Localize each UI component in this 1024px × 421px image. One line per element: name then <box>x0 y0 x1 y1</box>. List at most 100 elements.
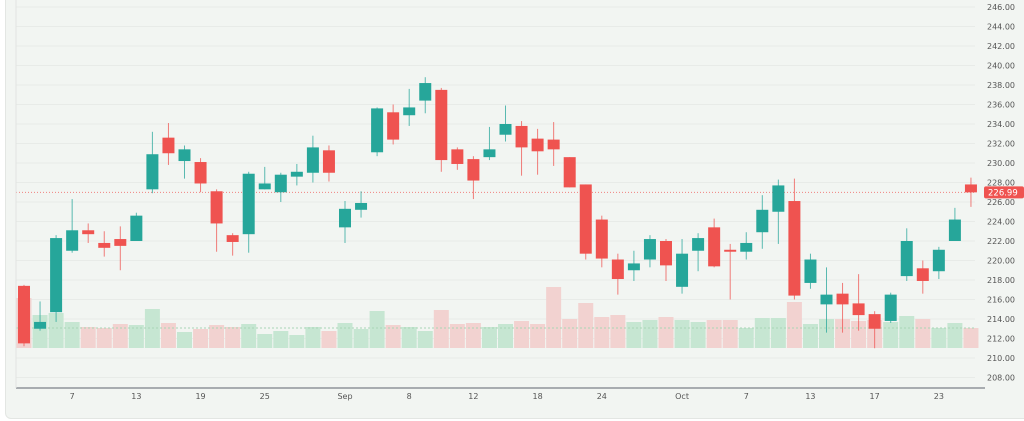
candle[interactable] <box>772 179 785 244</box>
candle-body <box>611 259 624 280</box>
y-axis: 208.00 210.00 212.00 214.00 216.00 218.00 220.… <box>987 3 1015 383</box>
candle[interactable] <box>66 199 79 253</box>
candle[interactable] <box>820 267 833 333</box>
candle[interactable] <box>900 228 913 281</box>
candle[interactable] <box>643 235 656 268</box>
candle-body <box>435 89 448 161</box>
candle[interactable] <box>242 171 255 253</box>
candle-body <box>290 171 303 177</box>
candle[interactable] <box>724 243 737 300</box>
candle[interactable] <box>547 122 560 166</box>
candle[interactable] <box>788 178 801 300</box>
candle[interactable] <box>708 218 721 268</box>
candle-body <box>499 124 512 135</box>
grid-lines <box>16 6 975 378</box>
candle[interactable] <box>756 195 769 249</box>
candle[interactable] <box>387 104 400 145</box>
candle[interactable] <box>804 253 817 289</box>
candle-body <box>852 303 865 316</box>
candle[interactable] <box>274 172 287 202</box>
y-tick-label: 216.00 <box>987 296 1015 305</box>
candle[interactable] <box>499 105 512 142</box>
candle[interactable] <box>178 145 191 179</box>
candle-body <box>178 149 191 162</box>
candle[interactable] <box>948 207 961 241</box>
volume-bar <box>819 319 834 348</box>
volume-bar <box>417 331 433 348</box>
candle[interactable] <box>627 250 640 281</box>
candle[interactable] <box>435 87 448 172</box>
candle-body <box>868 314 881 329</box>
candle[interactable] <box>371 107 384 157</box>
candle[interactable] <box>82 223 95 243</box>
candle-body <box>820 294 833 305</box>
candle[interactable] <box>740 232 753 260</box>
candle[interactable] <box>932 246 945 280</box>
volume-bar <box>433 310 449 348</box>
candle[interactable] <box>419 77 432 114</box>
candle[interactable] <box>868 311 881 349</box>
candle-body <box>579 184 592 254</box>
candle[interactable] <box>836 282 849 333</box>
volume-bar <box>802 324 818 348</box>
candle-body <box>595 219 608 259</box>
candle[interactable] <box>467 156 480 200</box>
candle[interactable] <box>322 145 335 182</box>
candle[interactable] <box>403 88 416 126</box>
candle[interactable] <box>339 201 351 243</box>
candle[interactable] <box>611 253 624 295</box>
candle[interactable] <box>531 128 544 175</box>
candle[interactable] <box>355 191 368 218</box>
candle[interactable] <box>451 147 464 170</box>
candle[interactable] <box>964 177 977 207</box>
candle[interactable] <box>852 274 865 331</box>
candle[interactable] <box>210 189 223 252</box>
candle[interactable] <box>483 126 496 161</box>
volume-bar <box>674 320 690 348</box>
candle[interactable] <box>50 235 63 322</box>
volume-bar <box>241 324 257 348</box>
candle[interactable] <box>130 212 143 241</box>
x-tick-label: 7 <box>70 392 75 401</box>
candle[interactable] <box>162 123 175 165</box>
candle-body <box>66 230 79 251</box>
candle[interactable] <box>258 166 271 190</box>
candle[interactable] <box>114 226 127 271</box>
x-tick-label: 18 <box>533 392 543 401</box>
volume-bar <box>80 327 96 348</box>
y-tick-label: 208.00 <box>987 374 1015 383</box>
candle-body <box>563 157 576 188</box>
candle[interactable] <box>676 239 689 294</box>
candle[interactable] <box>595 215 608 268</box>
y-tick-label: 226.00 <box>987 198 1015 207</box>
candle-body <box>226 235 239 242</box>
candle[interactable] <box>563 157 576 188</box>
volume-bar <box>706 320 722 348</box>
candle[interactable] <box>515 121 528 176</box>
candle[interactable] <box>306 135 319 183</box>
candle[interactable] <box>884 292 897 323</box>
volume-bar <box>305 327 321 348</box>
y-tick-label: 234.00 <box>987 120 1015 129</box>
candle-body <box>531 138 544 152</box>
candle[interactable] <box>98 231 111 257</box>
candle[interactable] <box>916 260 929 294</box>
volume-bar <box>931 328 947 348</box>
candle[interactable] <box>194 158 207 193</box>
y-tick-label: 230.00 <box>987 159 1015 168</box>
candle[interactable] <box>226 233 239 256</box>
y-tick-label: 232.00 <box>987 140 1015 149</box>
candle[interactable] <box>660 239 672 281</box>
candle[interactable] <box>34 301 47 331</box>
candle[interactable] <box>146 131 159 194</box>
y-tick-label: 236.00 <box>987 101 1015 110</box>
candle[interactable] <box>290 163 303 186</box>
candle[interactable] <box>18 284 30 347</box>
volume-bar <box>225 327 241 348</box>
candle[interactable] <box>579 184 592 260</box>
candle-body <box>242 173 255 235</box>
candle[interactable] <box>692 233 705 272</box>
volume-bar <box>498 324 513 348</box>
candle-body <box>676 253 689 287</box>
